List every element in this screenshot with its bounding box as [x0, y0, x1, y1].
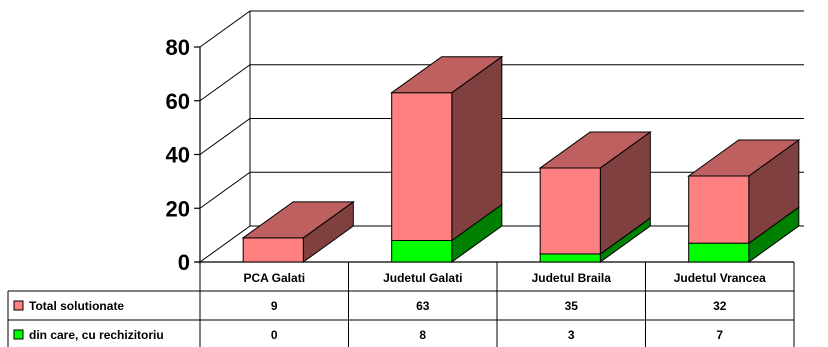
y-tick-labels: 0 20 40 60 80	[166, 35, 190, 275]
bars	[241, 55, 801, 263]
bar-top-face	[687, 139, 801, 177]
y-tick-label: 0	[178, 250, 190, 275]
bar-segment-total	[391, 55, 503, 242]
table-value: 3	[568, 328, 575, 342]
legend-key	[13, 300, 24, 311]
table-value: 8	[419, 328, 426, 342]
y-tick-label: 80	[166, 35, 190, 60]
legend-key	[13, 329, 24, 340]
bar-segment-din-care	[391, 203, 503, 263]
y-tick-label: 40	[166, 143, 190, 168]
table-value: 9	[271, 299, 278, 313]
x-category-label: PCA Galati	[243, 271, 305, 285]
x-category-label: Judetul Braila	[532, 271, 612, 285]
x-category-label: Judetul Vrancea	[674, 271, 766, 285]
legend-series-name: Total solutionate	[29, 299, 124, 313]
table-value: 63	[416, 299, 430, 313]
bar-top-face	[390, 56, 504, 94]
bar-segment-total	[539, 130, 651, 255]
data-table: PCA Galati Judetul Galati Judetul Braila Ju…	[7, 262, 795, 347]
table-value: 7	[716, 328, 723, 342]
bar-segment-total	[242, 200, 354, 263]
bar-top-face	[538, 131, 652, 169]
x-category-label: Judetul Galati	[383, 271, 462, 285]
y-tick-label: 60	[166, 89, 190, 114]
bar-segment-total	[688, 139, 800, 245]
table-value: 35	[565, 299, 579, 313]
table-value: 0	[271, 328, 278, 342]
y-tick-label: 20	[166, 196, 190, 221]
bar-top-face	[241, 201, 355, 239]
gridline	[199, 10, 804, 48]
table-value: 32	[713, 299, 727, 313]
legend-series-name: din care, cu rechizitoriu	[29, 328, 164, 342]
